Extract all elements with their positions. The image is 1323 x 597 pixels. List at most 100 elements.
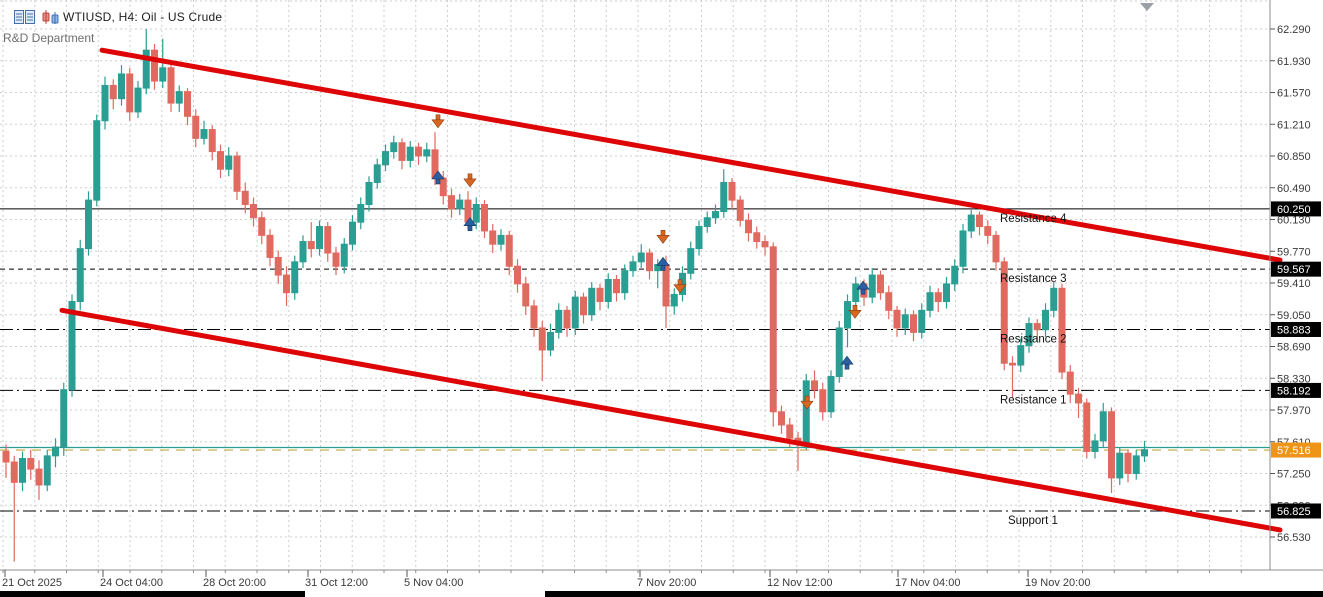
candle[interactable] [324, 222, 332, 262]
candle[interactable] [274, 250, 282, 284]
candle[interactable] [118, 65, 125, 106]
candlestick-chart-icon[interactable] [42, 10, 60, 29]
candle[interactable] [1132, 449, 1140, 480]
candle[interactable] [101, 76, 109, 130]
candle[interactable] [151, 43, 158, 90]
candle[interactable] [406, 141, 414, 168]
candle[interactable] [613, 275, 620, 302]
buy-signal-arrow-icon[interactable] [840, 355, 854, 370]
candle[interactable] [514, 259, 521, 293]
candle[interactable] [85, 191, 92, 256]
candle[interactable] [901, 308, 909, 336]
candle[interactable] [398, 138, 406, 170]
candle[interactable] [1050, 282, 1058, 318]
candle[interactable] [1075, 387, 1082, 418]
candle[interactable] [19, 451, 26, 492]
candle[interactable] [1141, 440, 1148, 463]
candle[interactable] [918, 303, 926, 339]
candle[interactable] [976, 211, 983, 236]
candle[interactable] [208, 125, 216, 161]
candle[interactable] [984, 220, 992, 245]
candle[interactable] [1116, 447, 1124, 485]
candle[interactable] [736, 195, 744, 227]
candle[interactable] [448, 188, 455, 218]
arrows-layer[interactable] [431, 114, 870, 410]
candle[interactable] [588, 282, 596, 321]
candle[interactable] [811, 370, 818, 399]
candle[interactable] [555, 303, 563, 339]
sell-signal-arrow-icon[interactable] [656, 230, 670, 244]
candle[interactable] [802, 373, 810, 450]
candle[interactable] [530, 299, 538, 337]
candle[interactable] [695, 220, 703, 256]
candle[interactable] [629, 255, 637, 277]
candle[interactable] [1033, 319, 1041, 342]
tile-windows-icon[interactable] [14, 10, 35, 29]
candle[interactable] [621, 264, 629, 300]
candle[interactable] [365, 176, 373, 212]
candle[interactable] [415, 142, 422, 165]
candle[interactable] [687, 241, 695, 280]
candle[interactable] [316, 220, 323, 256]
candle[interactable] [291, 255, 299, 300]
candle[interactable] [1083, 398, 1091, 459]
channel-upper-trendline[interactable] [99, 47, 1283, 263]
candle[interactable] [910, 310, 917, 342]
candle[interactable] [992, 230, 1000, 271]
candle[interactable] [835, 320, 843, 383]
candle[interactable] [1009, 356, 1016, 399]
candle[interactable] [423, 142, 431, 163]
candle[interactable] [1017, 338, 1025, 373]
candle[interactable] [1099, 402, 1107, 448]
buy-signal-arrow-icon[interactable] [656, 256, 670, 271]
candle[interactable] [1000, 257, 1008, 371]
candle[interactable] [52, 438, 59, 468]
candle[interactable] [382, 144, 389, 171]
candle[interactable] [753, 226, 761, 249]
candle[interactable] [76, 239, 84, 311]
candle[interactable] [241, 182, 249, 214]
candle[interactable] [926, 285, 934, 318]
candle[interactable] [959, 223, 967, 274]
candle[interactable] [43, 449, 51, 492]
candle[interactable] [35, 460, 43, 500]
candle[interactable] [200, 120, 208, 145]
buy-signal-arrow-icon[interactable] [463, 217, 477, 232]
buy-signal-arrow-icon[interactable] [431, 170, 445, 185]
candle[interactable] [27, 449, 35, 480]
candle[interactable] [761, 235, 769, 256]
candle[interactable] [951, 259, 959, 291]
candle[interactable] [885, 285, 893, 320]
channel-lower-trendline[interactable] [59, 307, 1283, 533]
candle[interactable] [637, 244, 645, 269]
candle[interactable] [167, 61, 175, 112]
candle[interactable] [233, 151, 241, 201]
candle[interactable] [2, 444, 10, 478]
candle[interactable] [1108, 407, 1115, 493]
candle[interactable] [225, 147, 233, 177]
candle[interactable] [703, 211, 711, 233]
candle[interactable] [571, 290, 579, 336]
candle[interactable] [877, 270, 884, 300]
candle[interactable] [745, 213, 752, 242]
candle[interactable] [489, 223, 497, 254]
candle[interactable] [175, 85, 183, 112]
candle[interactable] [497, 229, 505, 251]
buy-signal-arrow-icon[interactable] [856, 280, 870, 295]
candle[interactable] [604, 273, 612, 309]
candle[interactable] [670, 288, 678, 315]
candle[interactable] [505, 230, 513, 276]
candle[interactable] [819, 382, 827, 421]
chart-shift-triangle-icon[interactable] [1140, 3, 1154, 11]
sell-signal-arrow-icon[interactable] [431, 114, 445, 129]
candle[interactable] [349, 215, 356, 251]
candle[interactable] [827, 370, 835, 418]
candle[interactable] [852, 276, 860, 309]
sell-signal-arrow-icon[interactable] [673, 279, 687, 294]
candle[interactable] [769, 242, 777, 427]
candle[interactable] [646, 248, 653, 280]
candle[interactable] [547, 323, 554, 357]
candle[interactable] [126, 67, 134, 121]
chart-shift-marker[interactable] [1140, 3, 1154, 11]
